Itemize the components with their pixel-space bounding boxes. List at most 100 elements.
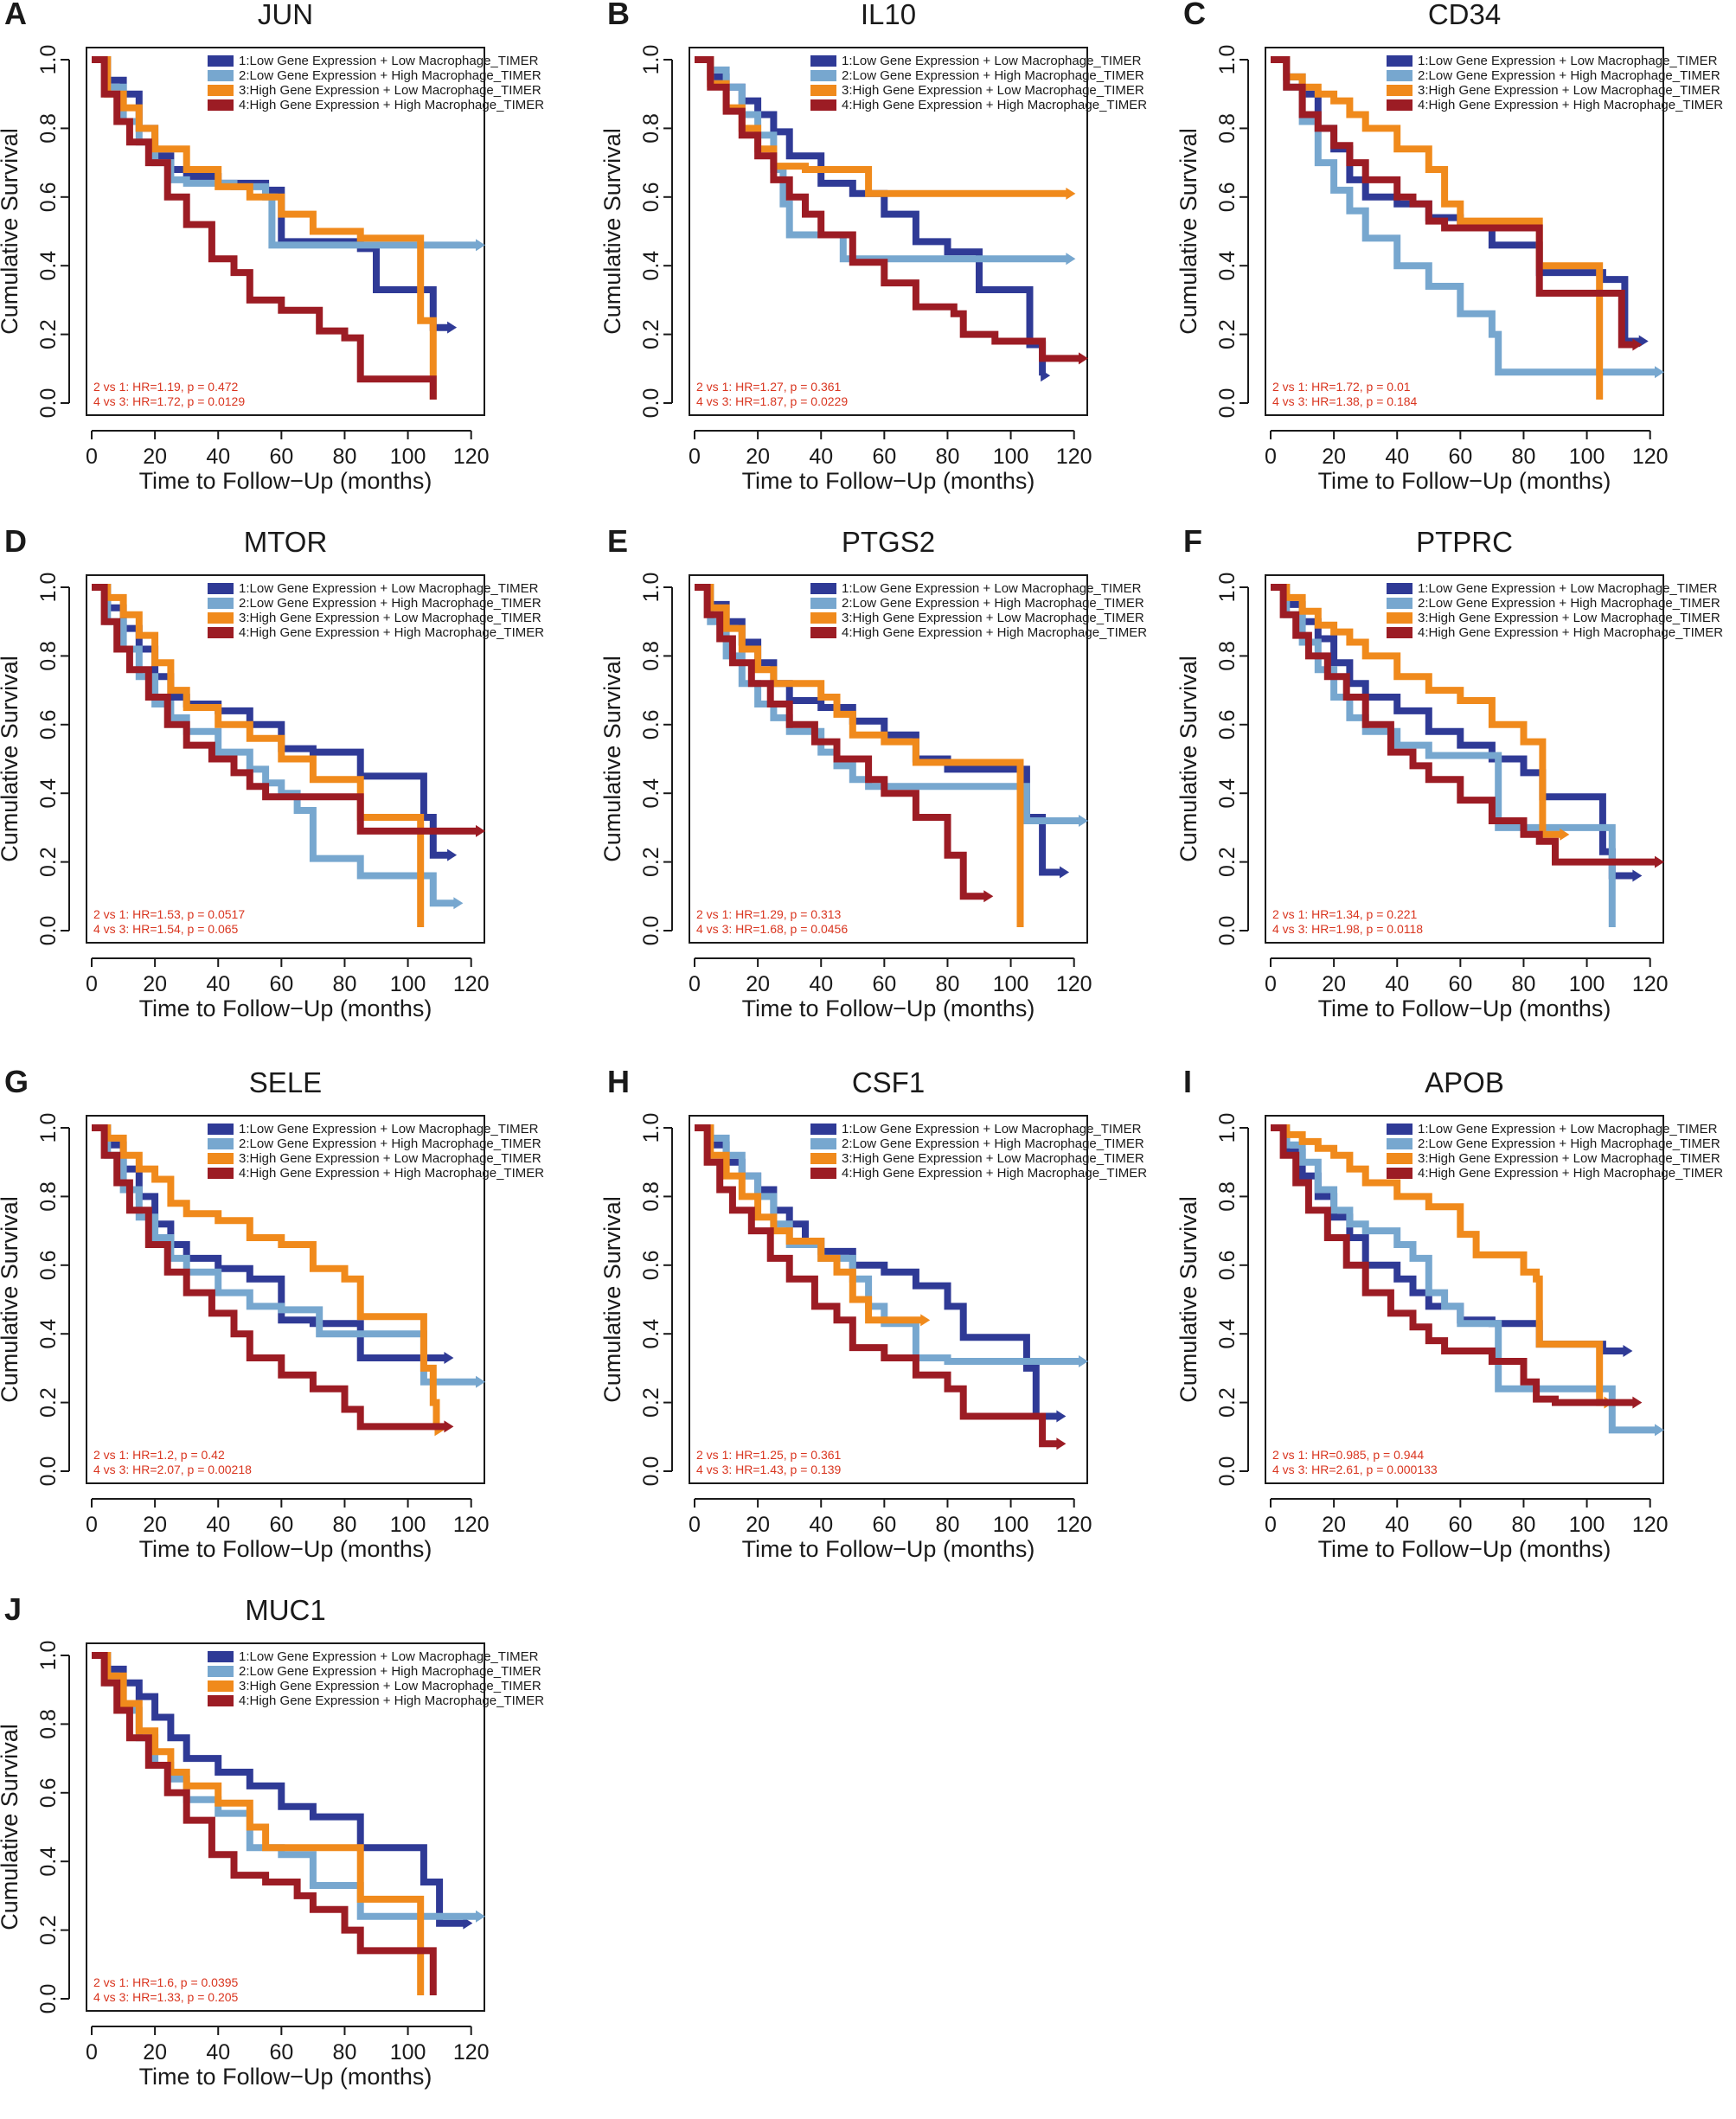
legend-entry-4: 4:High Gene Expression + High Macrophage… (239, 625, 544, 640)
stat-4-vs-3: 4 vs 3: HR=1.98, p = 0.0118 (1272, 922, 1423, 936)
stat-2-vs-1: 2 vs 1: HR=1.2, p = 0.42 (93, 1448, 225, 1462)
y-axis-label: Cumulative Survival (0, 1196, 22, 1403)
legend-entry-4: 4:High Gene Expression + High Macrophage… (1418, 98, 1723, 112)
x-tick-label: 60 (269, 1513, 293, 1537)
x-tick-label: 80 (936, 1513, 960, 1537)
legend-entry-2: 2:Low Gene Expression + High Macrophage_… (842, 68, 1144, 83)
panel-f: F PTPRC 0.0 0.2 0.4 0.6 0.8 1.0 Cumulative Survi… (1175, 523, 1723, 1021)
x-tick-label: 100 (390, 972, 426, 996)
censor-end-marker (1060, 866, 1070, 879)
survival-curve-group-3 (695, 584, 1024, 927)
y-tick-label: 0.0 (1215, 1456, 1240, 1487)
stat-4-vs-3: 4 vs 3: HR=2.61, p = 0.000133 (1272, 1463, 1438, 1476)
censor-end-marker (463, 1917, 473, 1930)
y-tick-label: 0.0 (639, 388, 663, 419)
legend-entry-3: 3:High Gene Expression + Low Macrophage_… (239, 83, 541, 98)
x-tick-label: 80 (333, 972, 357, 996)
y-tick-label: 0.0 (639, 1456, 663, 1487)
survival-curve-group-4 (1271, 584, 1656, 866)
survival-curve-group-2 (92, 1124, 477, 1386)
legend-swatch-1 (1387, 583, 1413, 594)
y-axis-label: Cumulative Survival (599, 1196, 625, 1403)
y-tick-label: 0.8 (1215, 641, 1240, 671)
legend-entry-2: 2:Low Gene Expression + High Macrophage_… (842, 596, 1144, 611)
legend-entry-3: 3:High Gene Expression + Low Macrophage_… (239, 1679, 541, 1693)
legend-entry-1: 1:Low Gene Expression + Low Macrophage_T… (239, 54, 539, 68)
panel-title: SELE (249, 1066, 322, 1098)
plot-frame (689, 47, 1088, 416)
x-axis-label: Time to Follow−Up (months) (742, 995, 1035, 1021)
x-tick-label: 40 (1385, 1513, 1409, 1537)
legend-entry-1: 1:Low Gene Expression + Low Macrophage_T… (842, 1122, 1142, 1136)
y-tick-label: 0.8 (36, 113, 61, 144)
panel-title: IL10 (861, 0, 916, 30)
x-tick-label: 80 (333, 445, 357, 469)
y-tick-label: 0.4 (36, 251, 61, 281)
panel-title: CSF1 (852, 1066, 925, 1098)
survival-curve-group-4 (1271, 1124, 1635, 1406)
panel-i: I APOB 0.0 0.2 0.4 0.6 0.8 1.0 Cumulative Surviv… (1175, 1064, 1723, 1562)
panel-letter: D (4, 523, 27, 559)
y-tick-label: 0.6 (36, 1250, 61, 1280)
x-axis-label: Time to Follow−Up (months) (139, 2064, 432, 2090)
censor-end-marker (1066, 187, 1076, 200)
y-tick-label: 0.0 (36, 1984, 61, 2014)
x-axis-label: Time to Follow−Up (months) (1318, 468, 1611, 494)
y-tick-label: 0.2 (639, 319, 663, 349)
stat-4-vs-3: 4 vs 3: HR=1.72, p = 0.0129 (93, 394, 245, 408)
x-tick-label: 100 (993, 445, 1029, 469)
legend-swatch-3 (810, 85, 836, 96)
y-tick-label: 0.4 (36, 1847, 61, 1877)
y-tick-label: 0.6 (36, 182, 61, 212)
legend-swatch-1 (810, 1124, 836, 1135)
legend-swatch-3 (1387, 1153, 1413, 1164)
legend-swatch-2 (208, 1138, 234, 1149)
x-tick-label: 40 (206, 1513, 230, 1537)
x-tick-label: 60 (269, 445, 293, 469)
plot-frame (86, 574, 485, 944)
legend-entry-1: 1:Low Gene Expression + Low Macrophage_T… (239, 1649, 539, 1664)
panel-a: A JUN 0.0 0.2 0.4 0.6 0.8 1.0 Cumulative Surviva… (0, 0, 544, 494)
survival-curve-group-4 (695, 56, 1080, 362)
y-tick-label: 0.0 (639, 916, 663, 946)
y-tick-label: 0.6 (1215, 1250, 1240, 1280)
legend-swatch-3 (810, 1153, 836, 1164)
y-tick-label: 0.6 (1215, 182, 1240, 212)
plot-frame (1265, 1115, 1664, 1484)
x-tick-label: 100 (1569, 445, 1605, 469)
survival-curve-group-4 (92, 1652, 437, 1995)
x-tick-label: 0 (1265, 445, 1277, 469)
y-tick-label: 0.2 (1215, 319, 1240, 349)
censor-end-marker (1655, 855, 1664, 868)
x-tick-label: 20 (1322, 972, 1346, 996)
plot-frame (86, 47, 485, 416)
survival-curve-group-3 (1271, 1124, 1606, 1406)
y-tick-label: 0.8 (1215, 1181, 1240, 1212)
x-tick-label: 60 (1448, 972, 1472, 996)
x-axis-label: Time to Follow−Up (months) (139, 1536, 432, 1562)
panel-letter: F (1183, 523, 1202, 559)
legend-swatch-1 (208, 1651, 234, 1662)
legend-swatch-1 (1387, 1124, 1413, 1135)
y-tick-label: 0.8 (1215, 113, 1240, 144)
survival-curve-group-3 (92, 56, 437, 400)
survival-curve-group-1 (92, 1652, 465, 1927)
censor-end-marker (1066, 253, 1076, 266)
y-tick-label: 0.0 (36, 388, 61, 419)
x-tick-label: 0 (86, 2040, 98, 2065)
legend-entry-4: 4:High Gene Expression + High Macrophage… (239, 1693, 544, 1708)
x-tick-label: 20 (746, 445, 770, 469)
survival-curve-group-4 (695, 584, 986, 900)
x-axis-label: Time to Follow−Up (months) (742, 1536, 1035, 1562)
legend-swatch-3 (810, 612, 836, 624)
censor-end-marker (444, 1420, 454, 1433)
x-tick-label: 120 (1632, 1513, 1669, 1537)
y-tick-label: 0.4 (639, 1319, 663, 1349)
x-tick-label: 80 (936, 445, 960, 469)
censor-end-marker (1632, 338, 1643, 351)
survival-curve-group-1 (92, 1124, 446, 1361)
censor-end-marker (1079, 352, 1088, 365)
legend-swatch-4 (810, 99, 836, 111)
y-tick-label: 0.4 (36, 1319, 61, 1349)
legend-entry-4: 4:High Gene Expression + High Macrophage… (1418, 625, 1723, 640)
